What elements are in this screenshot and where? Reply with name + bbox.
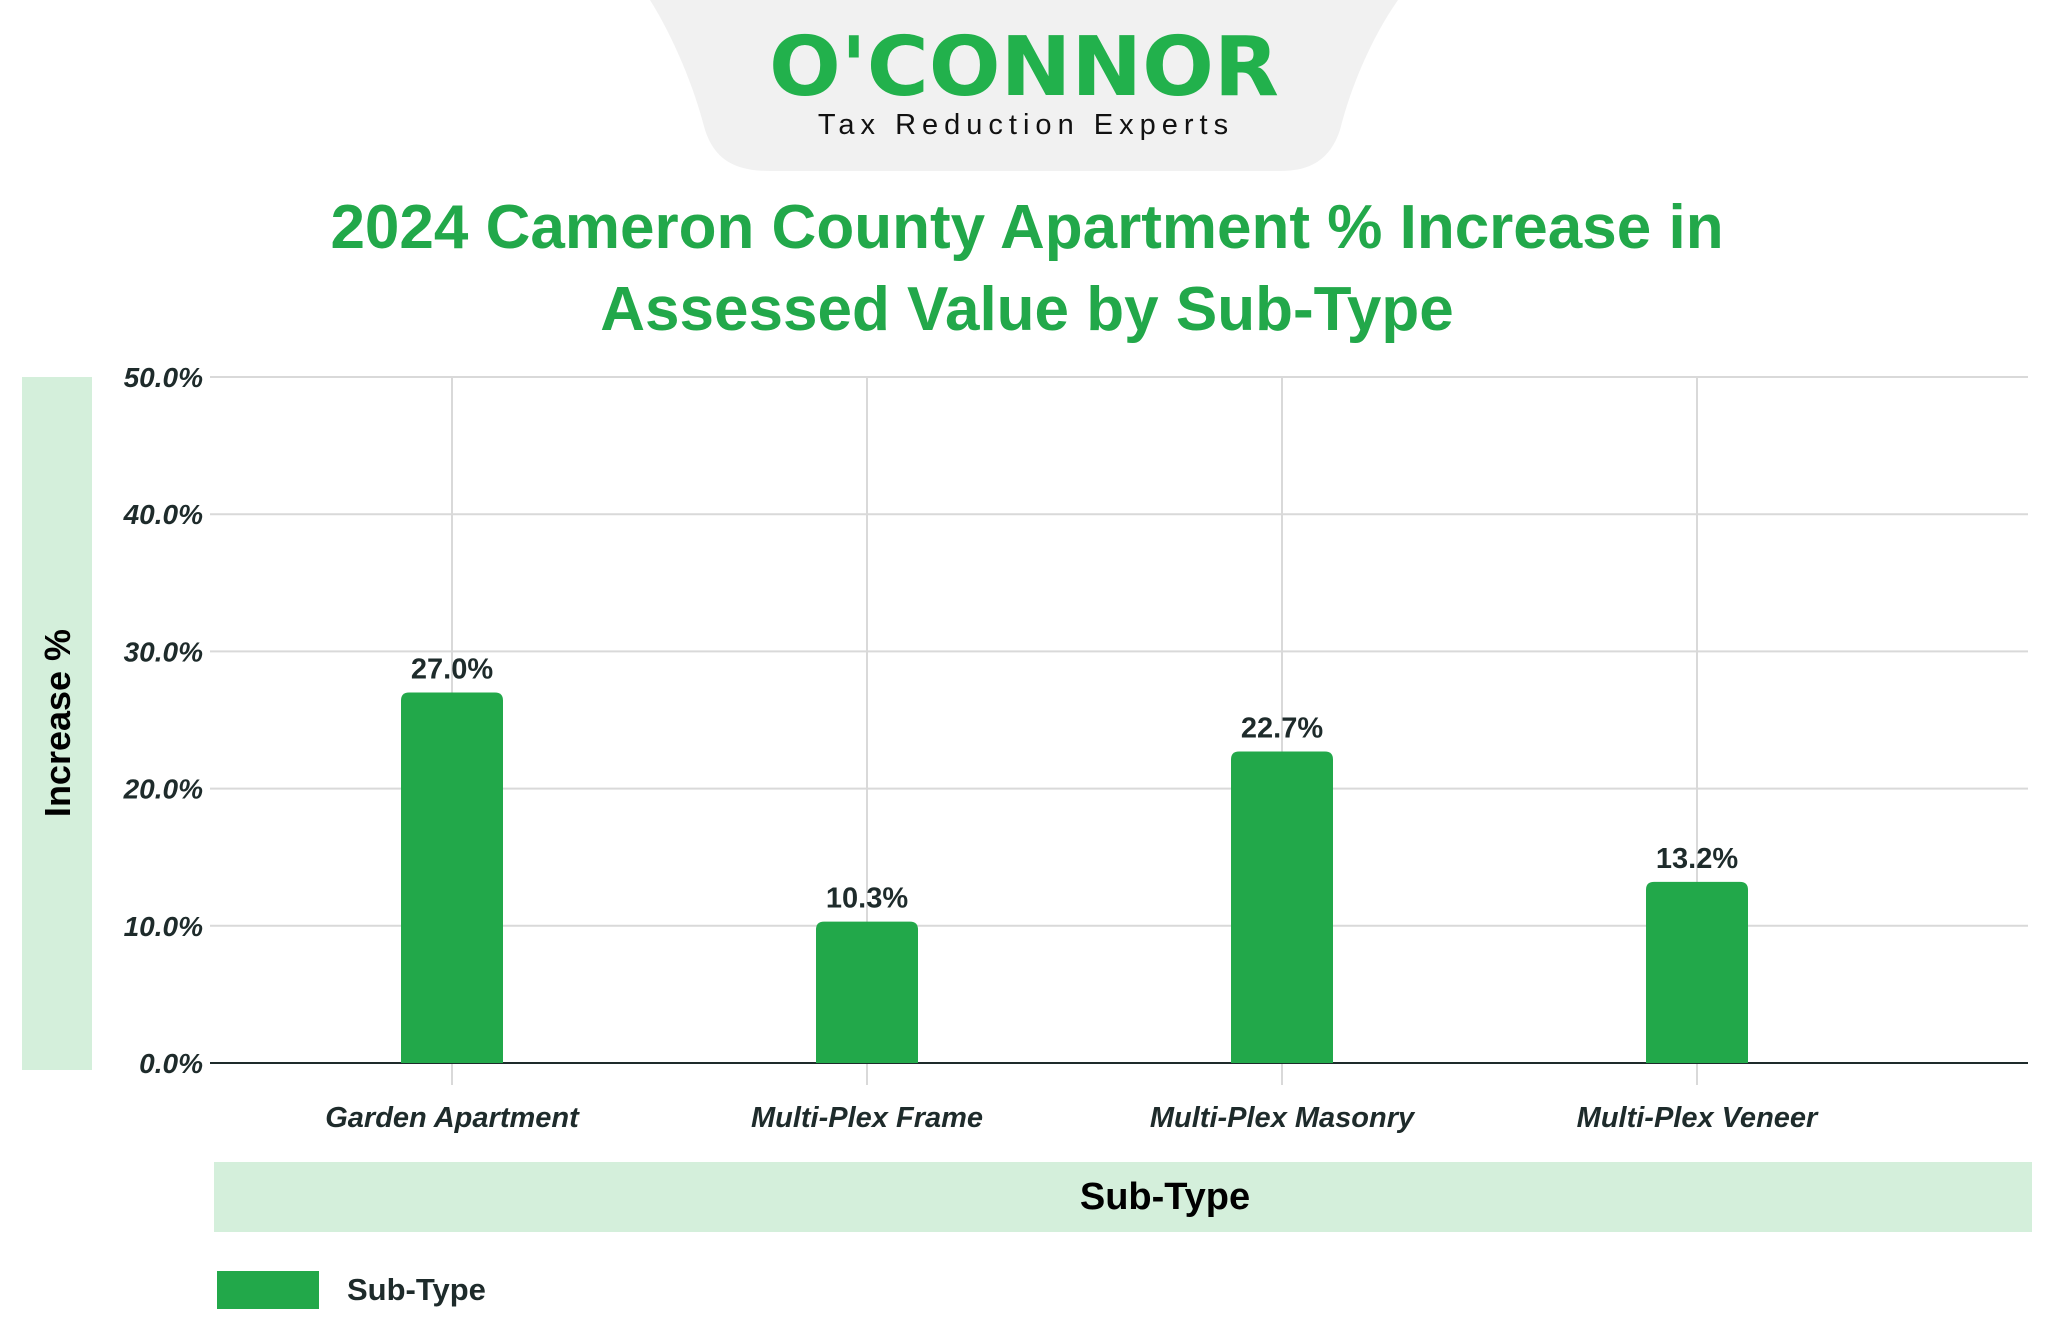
x-tick-labels: Garden Apartment Multi-Plex Frame Multi-Pl… <box>325 1102 1819 1134</box>
legend-label: Sub-Type <box>347 1272 486 1307</box>
y-tick-label: 30.0% <box>124 636 203 667</box>
logo-tagline: Tax Reduction Experts <box>818 109 1234 141</box>
x-tick-label: Multi-Plex Frame <box>751 1102 983 1134</box>
data-label: 22.7% <box>1241 713 1323 745</box>
y-tick-label: 20.0% <box>123 774 203 805</box>
legend-swatch <box>217 1271 319 1309</box>
y-tick-labels: 0.0% 10.0% 20.0% 30.0% 40.0% 50.0% <box>123 362 204 1079</box>
data-label: 27.0% <box>411 654 493 686</box>
data-label: 13.2% <box>1656 843 1738 875</box>
y-axis-title-band <box>22 377 92 1070</box>
y-tick-label: 50.0% <box>124 362 203 393</box>
y-tick-label: 40.0% <box>123 499 203 530</box>
x-tick-label: Multi-Plex Masonry <box>1150 1102 1416 1134</box>
y-tick-label: 0.0% <box>139 1048 203 1079</box>
chart-title-line-1: 2024 Cameron County Apartment % Increase… <box>330 193 1723 262</box>
bar <box>816 921 918 1063</box>
bar <box>1231 751 1333 1063</box>
bar <box>401 692 503 1063</box>
chart-title-line-2: Assessed Value by Sub-Type <box>600 275 1453 344</box>
x-tick-label: Garden Apartment <box>325 1102 580 1134</box>
logo-background <box>650 0 1398 171</box>
x-axis-title-band <box>214 1162 2032 1232</box>
data-label: 10.3% <box>826 883 908 915</box>
logo-wordmark: O'CONNOR <box>769 20 1279 115</box>
x-axis-title: Sub-Type <box>1080 1176 1250 1218</box>
bars: 27.0% 10.3% 22.7% 13.2% <box>401 654 1748 1063</box>
y-tick-label: 10.0% <box>124 911 203 942</box>
y-axis-title: Increase % <box>37 629 78 817</box>
bar <box>1646 881 1748 1063</box>
x-tick-label: Multi-Plex Veneer <box>1577 1102 1819 1134</box>
